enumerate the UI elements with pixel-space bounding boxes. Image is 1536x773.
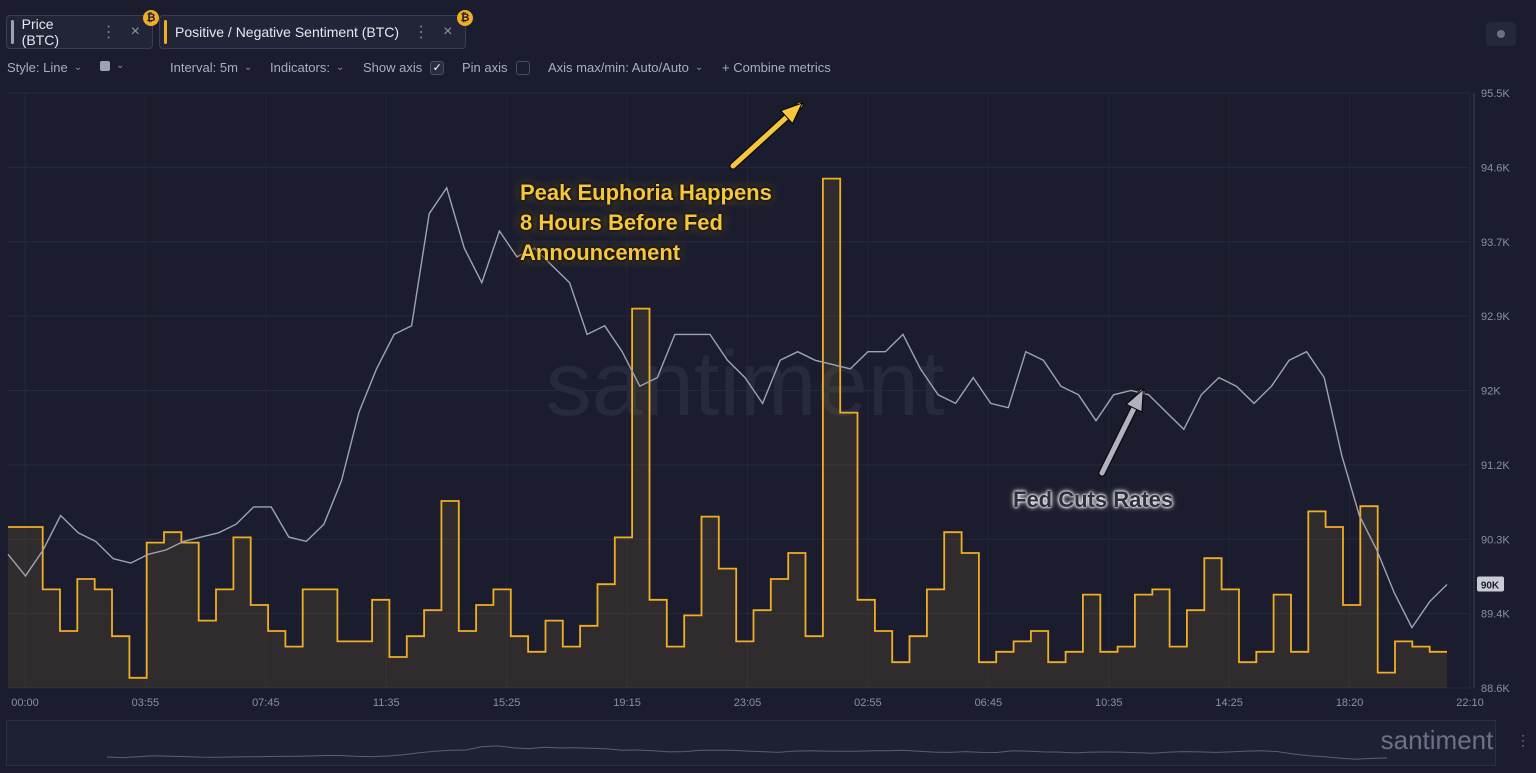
price-series: [7, 186, 1448, 629]
y-tick-label: 91.2K: [1481, 460, 1510, 472]
tab-price-btc[interactable]: Price (BTC) ⋮ ×: [6, 15, 153, 49]
navigator-watermark: santiment: [1381, 725, 1494, 755]
x-tick-label: 18:20: [1336, 697, 1364, 709]
chevron-down-icon: ⌄: [335, 62, 345, 73]
y-tick-label: 93.7K: [1481, 237, 1510, 249]
navigator-series: [106, 745, 1388, 760]
y-tick-label: 92K: [1481, 386, 1501, 398]
pin-axis-label: Pin axis: [462, 60, 508, 75]
x-tick-label: 19:15: [613, 697, 641, 709]
x-tick-label: 11:35: [373, 697, 400, 709]
dot-icon: [1497, 30, 1505, 38]
style-dropdown[interactable]: Style: Line ⌄: [7, 60, 82, 75]
x-tick-label: 22:10: [1456, 697, 1484, 709]
sentiment-line: [8, 177, 1447, 679]
chevron-down-icon: ⌄: [243, 62, 253, 73]
x-tick-label: 07:45: [252, 697, 280, 709]
close-icon[interactable]: ×: [443, 23, 453, 40]
combine-metrics-button[interactable]: + Combine metrics: [722, 60, 831, 75]
y-tick-label: 95.5K: [1481, 88, 1510, 100]
sentiment-area: [8, 178, 1447, 688]
show-axis-label: Show axis: [363, 60, 423, 75]
y-axis: 95.5K 94.6K 93.7K 92.9K 92K 91.2K 90.3K 89.4K 88…: [1477, 88, 1510, 695]
range-navigator[interactable]: santiment: [6, 720, 1496, 766]
show-axis-toggle[interactable]: Show axis ✓: [363, 60, 445, 75]
kebab-icon[interactable]: ⋮: [100, 24, 117, 41]
santiment-watermark: santiment: [546, 333, 945, 435]
y-tick-label: 90.3K: [1481, 534, 1510, 546]
indicators-dropdown[interactable]: Indicators: ⌄: [270, 60, 344, 75]
chart-grid: [8, 92, 1475, 689]
interval-dropdown[interactable]: Interval: 5m ⌄: [170, 60, 252, 75]
axis-maxmin-label: Axis max/min: Auto/Auto: [548, 60, 689, 75]
y-tick-label: 94.6K: [1481, 162, 1510, 174]
tab-label: Price (BTC): [21, 16, 59, 48]
interval-label: Interval: 5m: [170, 60, 238, 75]
y-tick-label: 88.6K: [1481, 683, 1510, 695]
arrow-peak-euphoria: [729, 101, 804, 170]
x-tick-label: 10:35: [1095, 697, 1123, 709]
navigator-canvas: santiment: [106, 725, 1494, 760]
checkbox-icon[interactable]: [515, 60, 530, 75]
y-tick-label: 89.4K: [1481, 609, 1510, 621]
pin-axis-toggle[interactable]: Pin axis: [462, 60, 530, 75]
x-tick-label: 02:55: [854, 697, 882, 709]
current-price-label: 90K: [1481, 581, 1500, 592]
tab-sentiment-btc[interactable]: Positive / Negative Sentiment (BTC) ⋮ ×: [159, 15, 466, 49]
x-tick-label: 23:05: [734, 697, 762, 709]
tab-label: Positive / Negative Sentiment (BTC): [175, 24, 400, 40]
chart-canvas: santiment 95.5K 94.6K 93.7K 92.9K 92K 91.2K 90…: [7, 88, 1510, 709]
settings-dot-button[interactable]: [1486, 22, 1516, 46]
bitcoin-icon: ₿: [457, 10, 473, 26]
annotation-peak-euphoria: Peak Euphoria Happens 8 Hours Before Fed…: [520, 180, 772, 265]
indicators-label: Indicators:: [270, 60, 330, 75]
color-dropdown[interactable]: ⌄: [100, 60, 124, 71]
x-tick-label: 00:00: [11, 697, 39, 709]
current-price-tag: [1477, 576, 1504, 592]
combine-metrics-label: + Combine metrics: [722, 60, 831, 75]
arrow-head: [779, 102, 804, 125]
chevron-down-icon: ⌄: [694, 62, 704, 73]
annotation-arrows: [729, 101, 1146, 477]
price-line: [7, 186, 1448, 629]
x-axis: 00:00 03:55 07:45 11:35 15:25 19:15 23:05 02:55…: [11, 697, 1484, 709]
x-tick-label: 14:25: [1215, 697, 1243, 709]
close-icon[interactable]: ×: [130, 23, 140, 40]
axis-maxmin-dropdown[interactable]: Axis max/min: Auto/Auto ⌄: [548, 60, 703, 75]
arrow-head: [1125, 388, 1144, 413]
x-tick-label: 15:25: [493, 697, 521, 709]
annotation-fed-cuts-rates: Fed Cuts Rates: [1013, 487, 1174, 512]
chevron-down-icon: ⌄: [116, 60, 125, 71]
chevron-down-icon: ⌄: [73, 62, 83, 73]
x-tick-label: 06:45: [975, 697, 1003, 709]
checkbox-checked-icon[interactable]: ✓: [430, 60, 445, 75]
tab-color-stripe: [11, 20, 14, 44]
sentiment-series: [8, 177, 1447, 688]
x-tick-label: 03:55: [132, 697, 160, 709]
bitcoin-icon: ₿: [143, 10, 159, 26]
kebab-icon[interactable]: ⋮: [413, 24, 430, 41]
navigator-handle-icon[interactable]: ⋮: [1516, 732, 1530, 748]
tab-color-stripe: [164, 20, 167, 44]
y-tick-label: 92.9K: [1481, 311, 1510, 323]
color-swatch-icon: [100, 60, 110, 71]
style-label: Style: Line: [7, 60, 68, 75]
arrow-fed-cuts: [1098, 388, 1146, 477]
